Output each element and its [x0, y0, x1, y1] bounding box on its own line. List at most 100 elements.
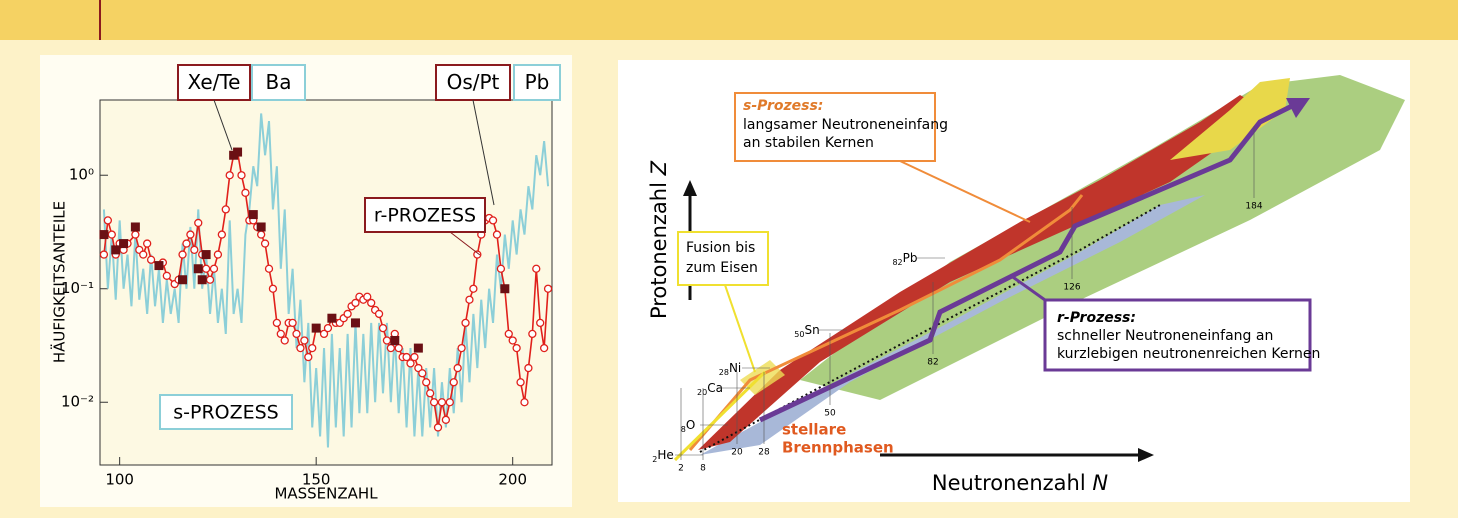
- series-line: [102, 113, 550, 448]
- r-leader: [1009, 273, 1046, 302]
- point: [111, 245, 121, 255]
- point: [272, 318, 282, 328]
- point: [374, 309, 384, 319]
- series-label: s-PROZESS: [173, 402, 279, 424]
- point: [402, 352, 411, 362]
- element-symbol: Sn: [804, 323, 819, 337]
- element-label: 20Ca: [697, 381, 723, 397]
- point: [197, 275, 207, 285]
- point: [465, 295, 474, 304]
- point: [248, 210, 258, 220]
- point: [492, 230, 502, 239]
- element-label: 28Ni: [719, 361, 742, 377]
- y-axis-text: Protonenzahl: [647, 182, 671, 319]
- point: [426, 389, 435, 398]
- r-path: [758, 103, 1294, 423]
- s-title: s-Prozess:: [743, 98, 823, 114]
- point: [516, 378, 525, 387]
- point: [260, 239, 270, 248]
- point: [119, 239, 129, 249]
- fusion-line: Fusion bis: [686, 240, 755, 256]
- element-number: 50: [794, 330, 804, 339]
- r-arrowhead: [1286, 98, 1310, 118]
- element-label: 50Sn: [794, 323, 819, 339]
- point: [205, 275, 215, 284]
- fusion-line: zum Eisen: [686, 260, 758, 276]
- point: [378, 323, 388, 333]
- point: [131, 230, 140, 239]
- annotation: Xe/Te: [188, 70, 241, 94]
- stellar-line: Brennphasen: [782, 439, 894, 457]
- y-tick-label: 10⁻²: [61, 393, 94, 411]
- point: [343, 309, 352, 319]
- annotation: Ba: [266, 70, 292, 94]
- annotation-box: [513, 64, 561, 101]
- series-label-box: [159, 394, 293, 430]
- leader: [213, 99, 233, 151]
- point: [363, 292, 372, 301]
- point: [528, 329, 537, 339]
- point: [154, 261, 164, 271]
- header-band: [0, 0, 1458, 40]
- y-tick-label: 10⁰: [69, 166, 94, 184]
- point: [457, 343, 466, 353]
- point: [304, 352, 313, 362]
- s-box: [734, 92, 936, 162]
- element-label: 2He: [652, 448, 674, 464]
- point: [213, 250, 223, 259]
- point: [500, 284, 510, 294]
- point: [233, 147, 243, 157]
- point: [300, 336, 309, 345]
- point: [536, 318, 545, 328]
- point: [390, 335, 400, 345]
- n-arrowhead: [1138, 448, 1154, 462]
- point: [288, 318, 297, 328]
- point: [209, 264, 219, 273]
- point: [406, 359, 415, 368]
- point: [268, 284, 278, 293]
- annotation: Pb: [525, 70, 550, 94]
- point: [524, 363, 533, 373]
- magic-number: 2: [678, 464, 684, 474]
- point: [539, 343, 549, 353]
- element-symbol: He: [657, 448, 673, 462]
- yellow-region: [1170, 78, 1290, 160]
- point: [512, 343, 521, 353]
- point: [103, 216, 113, 225]
- point: [445, 398, 454, 407]
- leader: [449, 231, 481, 256]
- stellar-line: stellare: [782, 421, 846, 439]
- point: [382, 336, 392, 345]
- element-number: 8: [681, 425, 686, 434]
- element-label: 82Pb: [892, 251, 917, 267]
- chart: 100 150 200 10⁻² 10⁻¹ 10⁰ Xe/Te Ba Os/Pt Pb r-PROZ…: [61, 64, 561, 489]
- point: [367, 298, 376, 308]
- series-label: r-PROZESS: [374, 205, 476, 227]
- point: [217, 230, 226, 239]
- diagram: Protonenzahl Z Neutronenzahl N s-Prozess…: [647, 75, 1405, 495]
- point: [193, 264, 203, 274]
- point: [186, 230, 195, 239]
- point: [441, 415, 451, 424]
- x-axis-title: Neutronenzahl N: [932, 471, 1108, 495]
- element-number: 2: [652, 455, 657, 464]
- point: [520, 398, 529, 407]
- point: [296, 343, 305, 353]
- point: [256, 230, 266, 239]
- point: [488, 216, 498, 225]
- point: [194, 218, 203, 228]
- x-axis-symbol: N: [1092, 471, 1108, 495]
- element-symbol: Pb: [903, 251, 918, 265]
- magic-number: 50: [824, 409, 836, 419]
- element-symbol: Ni: [729, 361, 741, 375]
- point: [386, 343, 396, 353]
- y-axis-label: HÄUFIGKEITSANTEILE: [50, 201, 69, 363]
- point: [143, 239, 152, 248]
- point: [433, 423, 443, 432]
- magic-number: 28: [758, 448, 770, 458]
- point: [413, 343, 423, 353]
- element-label: 8O: [681, 418, 696, 434]
- annotation-box: [251, 64, 306, 101]
- point: [178, 275, 188, 285]
